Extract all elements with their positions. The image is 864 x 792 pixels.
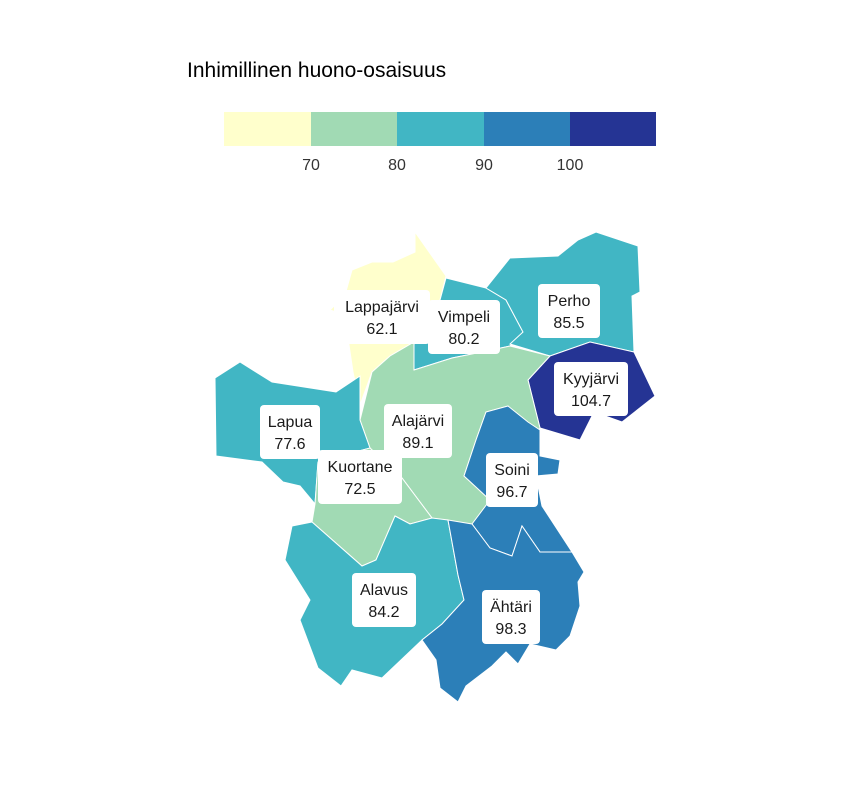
legend-title: Inhimillinen huono-osaisuus xyxy=(187,59,446,82)
legend-tick-70: 70 xyxy=(302,157,320,174)
label-perho: Perho 85.5 xyxy=(538,284,600,338)
legend-tick-80: 80 xyxy=(388,157,406,174)
label-value: 89.1 xyxy=(402,435,433,452)
label-name: Lapua xyxy=(268,414,313,431)
label-alavus: Alavus 84.2 xyxy=(352,573,416,627)
legend-bin-3 xyxy=(397,112,484,146)
legend-tick-90: 90 xyxy=(475,157,493,174)
label-name: Ähtäri xyxy=(490,598,532,616)
legend-bin-1 xyxy=(224,112,311,146)
label-value: 84.2 xyxy=(368,604,399,621)
label-soini: Soini 96.7 xyxy=(486,453,538,507)
label-value: 72.5 xyxy=(344,481,375,498)
label-name: Alavus xyxy=(360,582,408,599)
legend-bin-4 xyxy=(484,112,570,146)
label-name: Vimpeli xyxy=(438,309,490,326)
label-ahtari: Ähtäri 98.3 xyxy=(482,590,540,644)
label-name: Perho xyxy=(548,293,591,310)
label-value: 98.3 xyxy=(495,621,526,638)
label-value: 62.1 xyxy=(366,321,397,338)
label-kuortane: Kuortane 72.5 xyxy=(318,450,402,504)
label-name: Kuortane xyxy=(328,459,393,476)
label-value: 80.2 xyxy=(448,331,479,348)
label-vimpeli: Vimpeli 80.2 xyxy=(428,300,500,354)
label-value: 96.7 xyxy=(496,484,527,501)
legend-tick-100: 100 xyxy=(557,157,584,174)
label-value: 77.6 xyxy=(274,436,305,453)
label-name: Soini xyxy=(494,462,530,479)
label-name: Alajärvi xyxy=(392,413,444,430)
label-kyyjarvi: Kyyjärvi 104.7 xyxy=(554,362,628,416)
legend-bin-2 xyxy=(311,112,397,146)
label-value: 85.5 xyxy=(553,315,584,332)
legend-bin-5 xyxy=(570,112,656,146)
label-alajarvi: Alajärvi 89.1 xyxy=(384,404,452,458)
label-lappajarvi: Lappajärvi 62.1 xyxy=(334,290,430,344)
region-labels: Lappajärvi 62.1 Vimpeli 80.2 Perho 85.5 … xyxy=(260,284,628,644)
label-name: Lappajärvi xyxy=(345,299,419,316)
label-name: Kyyjärvi xyxy=(563,371,619,388)
label-value: 104.7 xyxy=(571,393,611,410)
legend: Inhimillinen huono-osaisuus 70 80 90 100 xyxy=(187,59,656,174)
label-lapua: Lapua 77.6 xyxy=(260,405,320,459)
